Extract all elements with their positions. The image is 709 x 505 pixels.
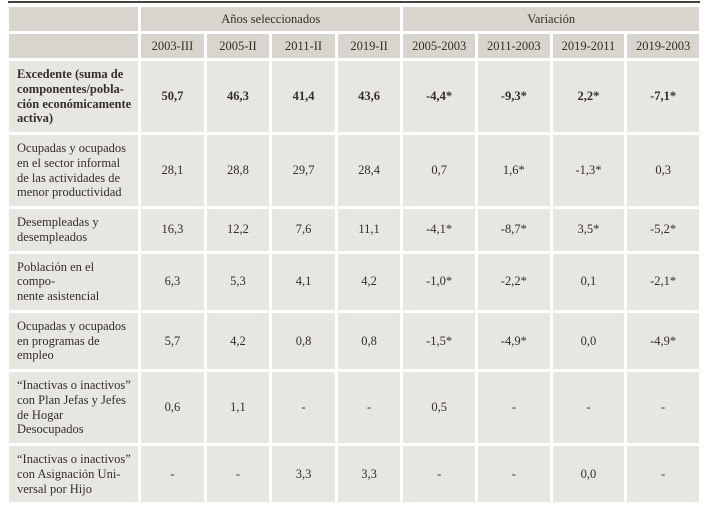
column-header: 2019-2011 <box>552 34 625 58</box>
value-cell: - <box>272 372 335 443</box>
table-row: Ocupadas y ocupados en programas de empl… <box>9 312 699 369</box>
value-cell: -2,1* <box>627 253 699 310</box>
value-cell: 3,3 <box>272 446 335 503</box>
statistics-table: Años seleccionados Variación 2003-III 20… <box>6 4 702 505</box>
value-cell: - <box>627 372 699 443</box>
value-cell: 6,3 <box>141 253 204 310</box>
row-label: Desempleadas y desempleados <box>9 209 139 251</box>
group-header-years: Años seleccionados <box>141 7 401 31</box>
value-cell: 28,4 <box>337 135 401 206</box>
value-cell: 3,5* <box>552 209 625 251</box>
value-cell: -1,3* <box>552 135 625 206</box>
corner-cell <box>9 7 139 31</box>
value-cell: 4,1 <box>272 253 335 310</box>
column-header: 2003-III <box>141 34 204 58</box>
value-cell: - <box>477 446 550 503</box>
value-cell: 16,3 <box>141 209 204 251</box>
row-label: Ocupadas y ocupados en programas de empl… <box>9 312 139 369</box>
column-header-row: 2003-III 2005-II 2011-II 2019-II 2005-20… <box>9 34 699 58</box>
row-label: “Inactivas o inactivos” con Asignación U… <box>9 446 139 503</box>
value-cell: 0,0 <box>552 446 625 503</box>
value-cell: -4,9* <box>477 312 550 369</box>
value-cell: 28,8 <box>206 135 270 206</box>
column-header: 2019-II <box>337 34 401 58</box>
value-cell: - <box>552 372 625 443</box>
table-row: Excedente (suma de componentes/pobla- ci… <box>9 61 699 132</box>
value-cell: 41,4 <box>272 61 335 132</box>
row-label: Ocupadas y ocupados en el sector informa… <box>9 135 139 206</box>
value-cell: -9,3* <box>477 61 550 132</box>
row-label: “Inactivas o inactivos” con Plan Jefas y… <box>9 372 139 443</box>
table-row: Población en el compo- nente asistencial… <box>9 253 699 310</box>
value-cell: 5,3 <box>206 253 270 310</box>
group-header-variation: Variación <box>403 7 699 31</box>
value-cell: 0,1 <box>552 253 625 310</box>
value-cell: -8,7* <box>477 209 550 251</box>
value-cell: 7,6 <box>272 209 335 251</box>
value-cell: - <box>403 446 475 503</box>
top-rule <box>8 1 700 3</box>
value-cell: 43,6 <box>337 61 401 132</box>
value-cell: - <box>141 446 204 503</box>
table-row: Desempleadas y desempleados 16,3 12,2 7,… <box>9 209 699 251</box>
row-label: Excedente (suma de componentes/pobla- ci… <box>9 61 139 132</box>
value-cell: 4,2 <box>337 253 401 310</box>
value-cell: 12,2 <box>206 209 270 251</box>
column-header: 2011-2003 <box>477 34 550 58</box>
value-cell: 0,8 <box>337 312 401 369</box>
value-cell: 28,1 <box>141 135 204 206</box>
value-cell: 0,5 <box>403 372 475 443</box>
value-cell: 1,1 <box>206 372 270 443</box>
value-cell: 11,1 <box>337 209 401 251</box>
value-cell: 1,6* <box>477 135 550 206</box>
column-header: 2019-2003 <box>627 34 699 58</box>
value-cell: -1,5* <box>403 312 475 369</box>
column-header: 2011-II <box>272 34 335 58</box>
value-cell: 50,7 <box>141 61 204 132</box>
value-cell: 29,7 <box>272 135 335 206</box>
value-cell: -4,4* <box>403 61 475 132</box>
document-page: Años seleccionados Variación 2003-III 20… <box>8 1 700 503</box>
value-cell: -5,2* <box>627 209 699 251</box>
row-label: Población en el compo- nente asistencial <box>9 253 139 310</box>
value-cell: 0,3 <box>627 135 699 206</box>
table-row: Ocupadas y ocupados en el sector informa… <box>9 135 699 206</box>
value-cell: -1,0* <box>403 253 475 310</box>
value-cell: 5,7 <box>141 312 204 369</box>
value-cell: 0,6 <box>141 372 204 443</box>
value-cell: 0,0 <box>552 312 625 369</box>
value-cell: -2,2* <box>477 253 550 310</box>
value-cell: - <box>206 446 270 503</box>
value-cell: 4,2 <box>206 312 270 369</box>
value-cell: -4,1* <box>403 209 475 251</box>
value-cell: 0,7 <box>403 135 475 206</box>
value-cell: 3,3 <box>337 446 401 503</box>
column-header: 2005-II <box>206 34 270 58</box>
group-header-row: Años seleccionados Variación <box>9 7 699 31</box>
table-row: “Inactivas o inactivos” con Asignación U… <box>9 446 699 503</box>
corner-cell <box>9 34 139 58</box>
column-header: 2005-2003 <box>403 34 475 58</box>
value-cell: 46,3 <box>206 61 270 132</box>
value-cell: 0,8 <box>272 312 335 369</box>
value-cell: -7,1* <box>627 61 699 132</box>
table-row: “Inactivas o inactivos” con Plan Jefas y… <box>9 372 699 443</box>
value-cell: -4,9* <box>627 312 699 369</box>
value-cell: - <box>337 372 401 443</box>
value-cell: 2,2* <box>552 61 625 132</box>
value-cell: - <box>627 446 699 503</box>
value-cell: - <box>477 372 550 443</box>
